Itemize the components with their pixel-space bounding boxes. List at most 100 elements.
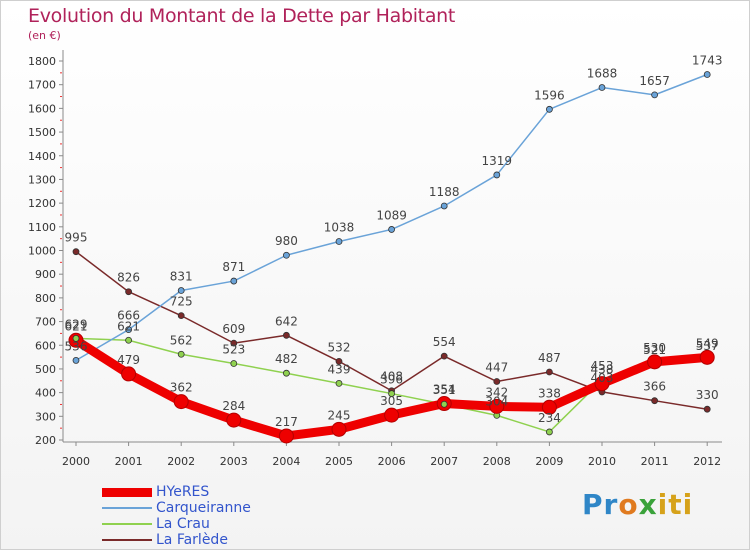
point-la-farl-de-2012: [703, 405, 711, 413]
point-carqueiranne-2002: [177, 287, 185, 294]
point-hyeres-2010: [594, 376, 610, 392]
y-tick-label-1100: 1100: [28, 221, 56, 234]
y-tick-label-300: 300: [35, 410, 56, 423]
data-label-carqueiranne-2006: 1089: [376, 208, 407, 222]
data-label-la-crau-2010: 453: [591, 359, 614, 373]
data-label-hyeres-2007: 354: [433, 383, 456, 397]
x-tick-label-2009: 2009: [535, 455, 563, 468]
data-label-carqueiranne-2010: 1688: [587, 67, 618, 81]
x-tick-label-2000: 2000: [62, 455, 90, 468]
point-la-crau-2009: [546, 428, 553, 436]
y-tick-label-700: 700: [35, 316, 56, 329]
y-tick-label-1700: 1700: [28, 79, 56, 92]
legend-swatch-hyeres: [102, 487, 152, 497]
data-label-la-farl-de-2010: 403: [591, 371, 614, 385]
point-hyeres-2003: [226, 412, 242, 428]
data-label-la-farl-de-2012: 330: [696, 388, 719, 402]
x-tick-label-2007: 2007: [430, 455, 458, 468]
point-la-farl-de-2004: [282, 331, 290, 339]
y-tick-label-1800: 1800: [28, 55, 56, 68]
y-tick-label-800: 800: [35, 292, 56, 305]
data-label-la-farl-de-2000: 995: [65, 231, 88, 245]
data-label-carqueiranne-2004: 980: [275, 234, 298, 248]
point-carqueiranne-2008: [493, 171, 501, 179]
legend-item-la-crau: La Crau: [102, 516, 210, 532]
point-la-crau-2003: [230, 360, 238, 367]
data-label-hyeres-2008: 342: [485, 385, 508, 399]
y-tick-label-200: 200: [35, 434, 56, 447]
y-tick-label-1600: 1600: [28, 102, 56, 115]
point-hyeres-2008: [489, 398, 505, 414]
point-carqueiranne-2003: [230, 277, 238, 285]
y-tick-label-1500: 1500: [28, 126, 56, 139]
point-carqueiranne-2006: [388, 226, 396, 233]
data-label-la-farl-de-2006: 408: [380, 370, 403, 384]
data-label-carqueiranne-2008: 1319: [482, 154, 513, 168]
point-la-farl-de-2007: [440, 352, 448, 360]
data-label-la-farl-de-2011: 366: [643, 380, 666, 394]
legend-swatch-carqueiranne: [102, 507, 152, 509]
point-la-crau-2002: [177, 350, 185, 358]
point-hyeres-2012: [699, 349, 715, 365]
point-la-farl-de-2001: [125, 288, 133, 296]
data-label-la-crau-2008: 304: [485, 394, 508, 408]
point-hyeres-2006: [384, 407, 400, 423]
data-label-la-farl-de-2004: 642: [275, 314, 298, 328]
point-la-farl-de-2009: [546, 368, 553, 376]
y-tick-label-400: 400: [35, 387, 56, 400]
data-label-hyeres-2002: 362: [170, 381, 193, 395]
point-la-crau-2001: [125, 336, 133, 344]
chart-title: Evolution du Montant de la Dette par Hab…: [28, 5, 456, 27]
point-la-farl-de-2011: [651, 397, 658, 405]
x-tick-label-2002: 2002: [167, 455, 195, 468]
legend-label-la-crau: La Crau: [156, 516, 210, 532]
point-la-crau-2005: [335, 379, 343, 387]
data-label-hyeres-2009: 338: [538, 386, 561, 400]
legend-item-la-farlede: La Farlède: [102, 532, 228, 548]
point-carqueiranne-2009: [546, 105, 553, 113]
data-label-hyeres-2003: 284: [222, 399, 245, 413]
legend-item-carqueiranne: Carqueiranne: [102, 500, 251, 516]
point-la-farl-de-2000: [72, 248, 80, 256]
y-tick-label-600: 600: [35, 339, 56, 352]
data-label-carqueiranne-2007: 1188: [429, 185, 460, 199]
chart-unit: (en €): [28, 29, 61, 42]
data-label-la-crau-2009: 234: [538, 411, 561, 425]
data-label-carqueiranne-2001: 666: [117, 309, 140, 323]
point-la-crau-2004: [282, 369, 290, 377]
x-tick-label-2008: 2008: [483, 455, 511, 468]
x-tick-label-2010: 2010: [588, 455, 616, 468]
data-label-la-crau-2003: 523: [222, 342, 245, 356]
data-label-la-farl-de-2009: 487: [538, 351, 561, 365]
data-label-carqueiranne-2005: 1038: [324, 220, 355, 234]
data-label-la-farl-de-2002: 725: [170, 295, 193, 309]
data-label-carqueiranne-2011: 1657: [639, 74, 670, 88]
x-tick-label-2005: 2005: [325, 455, 353, 468]
point-hyeres-2004: [278, 428, 294, 444]
data-label-la-crau-2012: 537: [696, 339, 719, 353]
point-la-farl-de-2005: [335, 357, 343, 365]
data-label-carqueiranne-2000: 536: [65, 339, 88, 353]
data-label-la-crau-2007: 351: [433, 383, 456, 397]
x-tick-label-2001: 2001: [115, 455, 143, 468]
legend-swatch-la-farlede: [102, 539, 152, 541]
x-tick-label-2011: 2011: [641, 455, 669, 468]
y-tick-label-1000: 1000: [28, 245, 56, 258]
legend-label-carqueiranne: Carqueiranne: [156, 500, 251, 516]
data-label-carqueiranne-2002: 831: [170, 270, 193, 284]
point-carqueiranne-2010: [598, 84, 606, 91]
data-label-carqueiranne-2012: 1743: [692, 54, 723, 68]
point-carqueiranne-2005: [335, 238, 343, 245]
y-tick-label-1300: 1300: [28, 173, 56, 186]
point-carqueiranne-2000: [72, 357, 80, 364]
point-la-farl-de-2003: [230, 339, 238, 347]
data-label-hyeres-2005: 245: [328, 408, 351, 422]
data-label-hyeres-2004: 217: [275, 415, 298, 429]
data-label-hyeres-2011: 530: [643, 341, 666, 355]
data-label-la-farl-de-2001: 826: [117, 271, 140, 285]
data-label-la-crau-2004: 482: [275, 352, 298, 366]
data-label-la-crau-2000: 629: [65, 317, 88, 331]
y-tick-label-500: 500: [35, 363, 56, 376]
